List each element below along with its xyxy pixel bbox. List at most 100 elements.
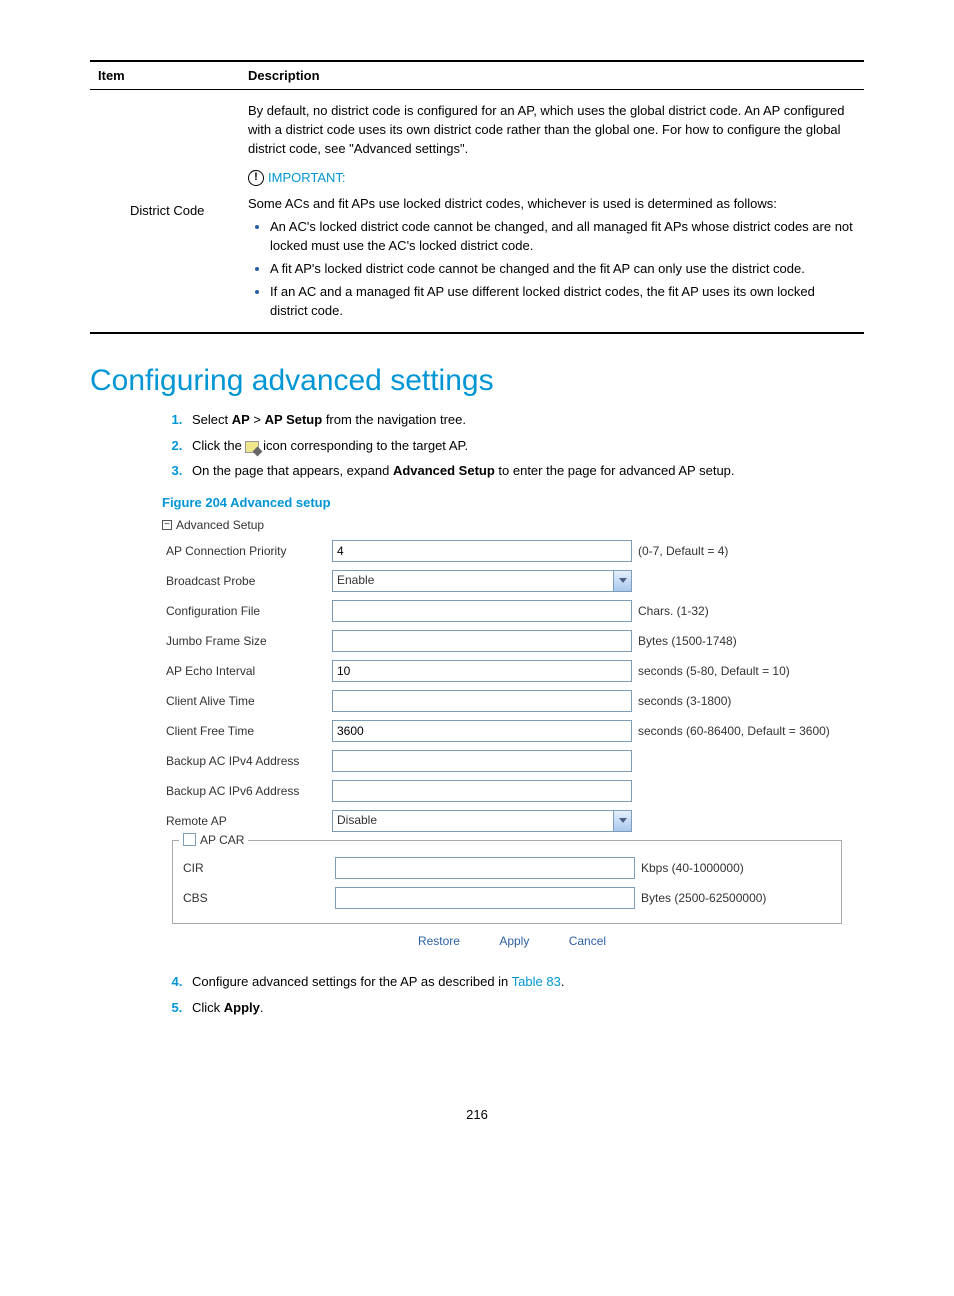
row-description: By default, no district code is configur… bbox=[240, 90, 864, 334]
step-text: Configure advanced settings for the AP a… bbox=[192, 974, 512, 989]
apcar-legend: AP CAR bbox=[179, 833, 248, 847]
th-description: Description bbox=[240, 61, 864, 90]
step-text: . bbox=[260, 1000, 264, 1015]
input-echo[interactable] bbox=[332, 660, 632, 682]
restore-button[interactable]: Restore bbox=[418, 934, 460, 948]
important-icon: ! bbox=[248, 170, 264, 186]
label-jumbo: Jumbo Frame Size bbox=[162, 634, 332, 648]
row-echo: AP Echo Interval seconds (5-80, Default … bbox=[162, 658, 862, 684]
hint-free: seconds (60-86400, Default = 3600) bbox=[638, 724, 830, 738]
input-alive[interactable] bbox=[332, 690, 632, 712]
figure-caption: Figure 204 Advanced setup bbox=[162, 495, 864, 510]
list-item: If an AC and a managed fit AP use differ… bbox=[270, 283, 856, 321]
step-text: Click bbox=[192, 1000, 224, 1015]
label-priority: AP Connection Priority bbox=[162, 544, 332, 558]
hint-echo: seconds (5-80, Default = 10) bbox=[638, 664, 790, 678]
collapse-toggle[interactable]: − Advanced Setup bbox=[162, 518, 862, 532]
input-cbs[interactable] bbox=[335, 887, 635, 909]
row-alive: Client Alive Time seconds (3-1800) bbox=[162, 688, 862, 714]
intro-text: By default, no district code is configur… bbox=[248, 102, 856, 159]
step-5: Click Apply. bbox=[186, 998, 864, 1018]
row-bkp6: Backup AC IPv6 Address bbox=[162, 778, 862, 804]
lead-text: Some ACs and fit APs use locked district… bbox=[248, 195, 856, 214]
input-free[interactable] bbox=[332, 720, 632, 742]
row-cbs: CBS Bytes (2500-62500000) bbox=[179, 885, 835, 911]
steps-list-bottom: Configure advanced settings for the AP a… bbox=[90, 972, 864, 1017]
select-value: Enable bbox=[333, 571, 613, 591]
list-item: An AC's locked district code cannot be c… bbox=[270, 218, 856, 256]
step-bold: AP Setup bbox=[265, 412, 323, 427]
edit-icon bbox=[245, 441, 259, 453]
hint-config: Chars. (1-32) bbox=[638, 604, 709, 618]
row-broadcast: Broadcast Probe Enable bbox=[162, 568, 862, 594]
step-text: Click the bbox=[192, 438, 245, 453]
step-bold: Advanced Setup bbox=[393, 463, 495, 478]
step-text: Select bbox=[192, 412, 232, 427]
hint-alive: seconds (3-1800) bbox=[638, 694, 731, 708]
section-title: Configuring advanced settings bbox=[90, 364, 864, 398]
label-config: Configuration File bbox=[162, 604, 332, 618]
apcar-checkbox[interactable] bbox=[183, 833, 196, 846]
page-number: 216 bbox=[90, 1107, 864, 1122]
input-config[interactable] bbox=[332, 600, 632, 622]
label-cir: CIR bbox=[179, 861, 335, 875]
input-bkp4[interactable] bbox=[332, 750, 632, 772]
minus-icon: − bbox=[162, 520, 172, 530]
step-text: to enter the page for advanced AP setup. bbox=[495, 463, 735, 478]
label-free: Client Free Time bbox=[162, 724, 332, 738]
step-1: Select AP > AP Setup from the navigation… bbox=[186, 410, 864, 430]
label-bkp6: Backup AC IPv6 Address bbox=[162, 784, 332, 798]
row-free: Client Free Time seconds (60-86400, Defa… bbox=[162, 718, 862, 744]
row-bkp4: Backup AC IPv4 Address bbox=[162, 748, 862, 774]
input-priority[interactable] bbox=[332, 540, 632, 562]
row-config: Configuration File Chars. (1-32) bbox=[162, 598, 862, 624]
important-label: ! IMPORTANT: bbox=[248, 169, 346, 188]
button-row: Restore Apply Cancel bbox=[162, 934, 862, 948]
step-bold: AP bbox=[232, 412, 250, 427]
label-bkp4: Backup AC IPv4 Address bbox=[162, 754, 332, 768]
cancel-button[interactable]: Cancel bbox=[569, 934, 606, 948]
hint-jumbo: Bytes (1500-1748) bbox=[638, 634, 737, 648]
step-bold: Apply bbox=[224, 1000, 260, 1015]
chevron-down-icon bbox=[613, 571, 631, 591]
important-text: IMPORTANT: bbox=[268, 169, 346, 188]
step-3: On the page that appears, expand Advance… bbox=[186, 461, 864, 481]
row-remote: Remote AP Disable bbox=[162, 808, 862, 834]
hint-priority: (0-7, Default = 4) bbox=[638, 544, 728, 558]
table-link[interactable]: Table 83 bbox=[512, 974, 561, 989]
select-broadcast[interactable]: Enable bbox=[332, 570, 632, 592]
step-4: Configure advanced settings for the AP a… bbox=[186, 972, 864, 992]
select-remote[interactable]: Disable bbox=[332, 810, 632, 832]
step-text: > bbox=[250, 412, 265, 427]
step-2: Click the icon corresponding to the targ… bbox=[186, 436, 864, 456]
label-cbs: CBS bbox=[179, 891, 335, 905]
step-text: . bbox=[561, 974, 565, 989]
collapse-label: Advanced Setup bbox=[176, 518, 264, 532]
step-text: from the navigation tree. bbox=[322, 412, 466, 427]
steps-list-top: Select AP > AP Setup from the navigation… bbox=[90, 410, 864, 481]
district-code-table: Item Description District Code By defaul… bbox=[90, 60, 864, 334]
label-alive: Client Alive Time bbox=[162, 694, 332, 708]
row-priority: AP Connection Priority (0-7, Default = 4… bbox=[162, 538, 862, 564]
apcar-fieldset: AP CAR CIR Kbps (40-1000000) CBS Bytes (… bbox=[172, 840, 842, 925]
row-cir: CIR Kbps (40-1000000) bbox=[179, 855, 835, 881]
label-remote: Remote AP bbox=[162, 814, 332, 828]
input-bkp6[interactable] bbox=[332, 780, 632, 802]
step-text: icon corresponding to the target AP. bbox=[259, 438, 468, 453]
bullet-list: An AC's locked district code cannot be c… bbox=[248, 218, 856, 320]
apply-button[interactable]: Apply bbox=[499, 934, 529, 948]
select-value: Disable bbox=[333, 811, 613, 831]
hint-cir: Kbps (40-1000000) bbox=[641, 861, 744, 875]
row-item: District Code bbox=[90, 90, 240, 334]
apcar-label: AP CAR bbox=[200, 833, 244, 847]
label-broadcast: Broadcast Probe bbox=[162, 574, 332, 588]
input-cir[interactable] bbox=[335, 857, 635, 879]
th-item: Item bbox=[90, 61, 240, 90]
hint-cbs: Bytes (2500-62500000) bbox=[641, 891, 766, 905]
table-row: District Code By default, no district co… bbox=[90, 90, 864, 334]
label-echo: AP Echo Interval bbox=[162, 664, 332, 678]
input-jumbo[interactable] bbox=[332, 630, 632, 652]
row-jumbo: Jumbo Frame Size Bytes (1500-1748) bbox=[162, 628, 862, 654]
chevron-down-icon bbox=[613, 811, 631, 831]
advanced-setup-form: − Advanced Setup AP Connection Priority … bbox=[162, 518, 862, 949]
